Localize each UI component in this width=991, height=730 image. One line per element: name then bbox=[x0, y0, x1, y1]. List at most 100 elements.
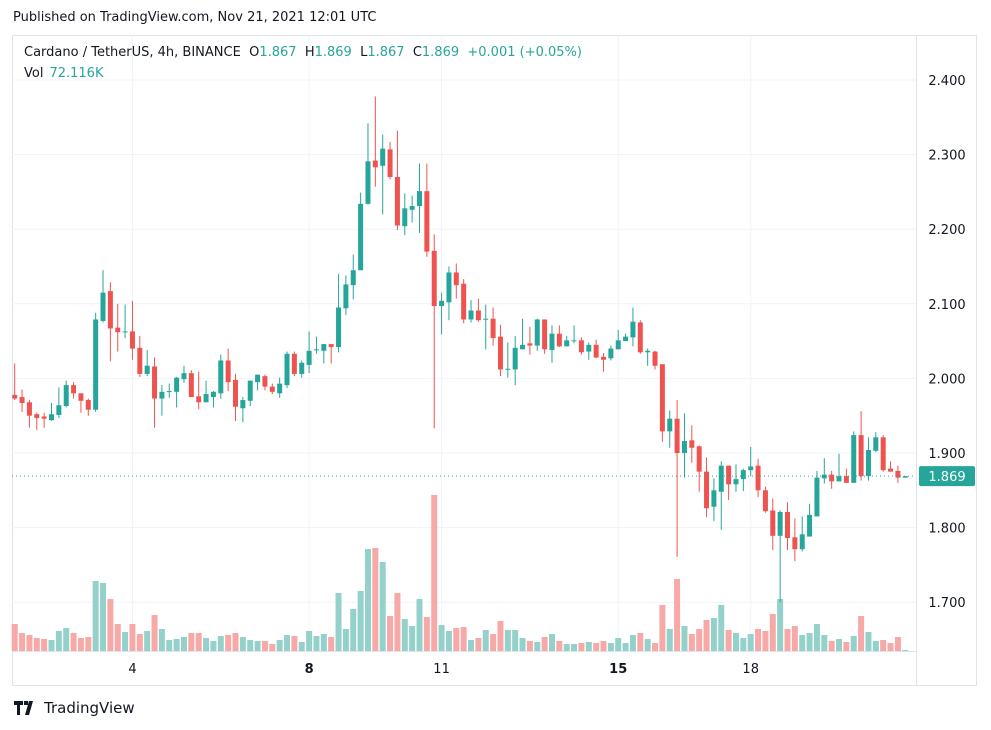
candle-down bbox=[556, 325, 562, 348]
candle-up bbox=[402, 193, 408, 236]
candle-down bbox=[762, 486, 768, 513]
candle-body bbox=[277, 383, 283, 394]
candle-body bbox=[446, 272, 452, 303]
candle-body bbox=[792, 537, 798, 550]
candle-body bbox=[85, 400, 91, 410]
volume-bar bbox=[629, 635, 636, 651]
volume-bar bbox=[203, 638, 210, 651]
candle-body bbox=[564, 340, 570, 347]
candle-down bbox=[674, 400, 680, 557]
volume-bar bbox=[710, 618, 717, 651]
candle-body bbox=[233, 379, 238, 407]
candle-down bbox=[704, 457, 710, 518]
candle-up bbox=[49, 403, 54, 421]
candle-body bbox=[785, 511, 790, 539]
candle-body bbox=[858, 435, 864, 477]
candle-body bbox=[380, 148, 386, 166]
candle-up bbox=[417, 163, 422, 233]
candle-body bbox=[350, 270, 356, 286]
candle-up bbox=[365, 123, 371, 205]
price-axis[interactable]: 2.400 2.300 2.200 2.100 2.000 1.900 1.800 1.700 bbox=[928, 74, 965, 611]
price-tick-label: 2.100 bbox=[928, 298, 965, 313]
candle-body bbox=[527, 343, 533, 346]
chart-frame bbox=[12, 35, 977, 686]
candle-body bbox=[291, 353, 297, 374]
candle-up bbox=[277, 377, 283, 398]
candle-body bbox=[843, 476, 849, 483]
volume-bar bbox=[210, 641, 217, 651]
candle-body bbox=[203, 394, 209, 403]
volume-bar bbox=[548, 634, 555, 651]
candle-down bbox=[527, 326, 533, 355]
volume-bar bbox=[328, 637, 335, 651]
volume-bar bbox=[129, 624, 136, 651]
volume-bar bbox=[607, 643, 614, 651]
candle-body bbox=[100, 292, 106, 321]
candle-body bbox=[225, 360, 231, 383]
candle-up bbox=[255, 374, 261, 391]
candle-body bbox=[19, 397, 25, 404]
volume-bar bbox=[122, 632, 129, 651]
volume-bar bbox=[151, 615, 158, 651]
volume-bar bbox=[401, 619, 408, 651]
tradingview-logo[interactable]: TradingView bbox=[14, 699, 135, 717]
candle-down bbox=[372, 96, 378, 187]
volume-bar bbox=[600, 641, 607, 651]
price-tick-label: 2.400 bbox=[928, 74, 965, 89]
candle-down bbox=[291, 351, 297, 377]
volume-legend: Vol 72.116K bbox=[24, 66, 103, 81]
candle-body bbox=[659, 364, 665, 432]
candle-body bbox=[505, 368, 511, 370]
candle-body bbox=[12, 394, 18, 399]
candle-down bbox=[696, 445, 702, 492]
candle-down bbox=[880, 435, 886, 472]
candle-body bbox=[431, 250, 437, 307]
candle-down bbox=[85, 398, 91, 416]
candle-body bbox=[704, 471, 710, 509]
candle-body bbox=[166, 391, 172, 393]
candle-body bbox=[807, 514, 813, 537]
candle-body bbox=[394, 176, 400, 226]
candle-up bbox=[210, 391, 216, 408]
candle-down bbox=[424, 163, 430, 257]
volume-bar bbox=[239, 637, 246, 651]
volume-bar bbox=[887, 643, 894, 651]
volume-bar bbox=[681, 626, 688, 651]
candle-body bbox=[240, 400, 246, 409]
candle-down bbox=[888, 461, 894, 472]
candle-down bbox=[137, 335, 143, 377]
time-axis[interactable]: 4 8 11 15 18 bbox=[128, 662, 759, 677]
candle-up bbox=[174, 376, 180, 408]
volume-bar bbox=[19, 633, 26, 651]
candle-body bbox=[623, 336, 629, 342]
candle-body bbox=[313, 349, 319, 351]
volume-bar bbox=[902, 650, 909, 651]
candle-up bbox=[667, 410, 673, 448]
candle-up bbox=[549, 325, 555, 363]
volume-bar bbox=[622, 643, 629, 651]
candle-up bbox=[799, 516, 805, 552]
candle-down bbox=[129, 300, 135, 360]
candle-up bbox=[203, 380, 209, 403]
volume-bar bbox=[114, 624, 121, 651]
candle-down bbox=[71, 382, 77, 399]
volume-bar bbox=[387, 616, 394, 651]
volume-bar bbox=[284, 635, 291, 651]
candle-up bbox=[571, 325, 577, 344]
candle-down bbox=[497, 324, 503, 377]
volume-bar bbox=[107, 599, 114, 651]
candle-body bbox=[56, 405, 62, 415]
volume-bar bbox=[644, 639, 651, 651]
volume-bar bbox=[806, 633, 813, 651]
candle-body bbox=[299, 362, 305, 374]
candle-up bbox=[56, 387, 62, 418]
volume-bar bbox=[100, 583, 107, 651]
volume-bar bbox=[158, 629, 165, 651]
volume-bar bbox=[740, 638, 747, 651]
candle-down bbox=[785, 502, 790, 550]
candle-up bbox=[630, 307, 636, 347]
volume-bar bbox=[431, 495, 438, 651]
candle-down bbox=[895, 465, 901, 483]
candle-up bbox=[615, 329, 621, 350]
